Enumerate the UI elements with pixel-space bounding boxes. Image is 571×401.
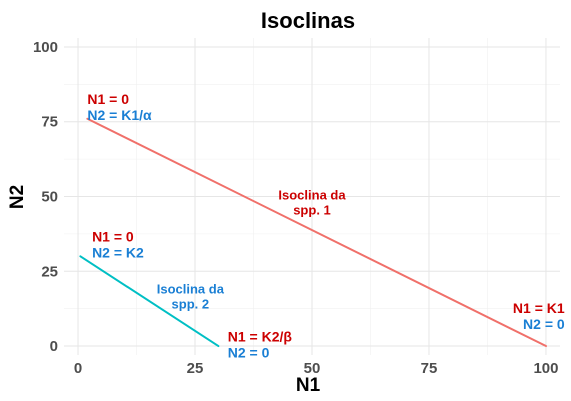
- annotation-label: N2 = K1/α: [87, 107, 152, 123]
- annotation-label: N2 = 0: [523, 316, 565, 332]
- y-tick-label: 0: [50, 338, 58, 355]
- annotation-label: N1 = K1: [513, 300, 565, 316]
- annotation-label: spp. 1: [293, 202, 331, 217]
- x-tick-label: 50: [304, 360, 321, 377]
- isocline-line-1: [86, 117, 547, 348]
- annotation-label: N1 = 0: [87, 91, 129, 107]
- chart-title: Isoclinas: [261, 8, 355, 33]
- isocline-line-2: [79, 255, 220, 348]
- annotation-label: Isoclina da: [157, 282, 225, 297]
- annotation-label: Isoclina da: [278, 187, 346, 202]
- y-axis-title: N2: [7, 185, 28, 209]
- y-tick-label: 75: [41, 114, 58, 131]
- annotation-label: N1 = K2/β: [228, 329, 293, 345]
- x-axis-title: N1: [296, 375, 321, 396]
- y-tick-label: 100: [33, 39, 58, 56]
- series-lines: [79, 117, 547, 348]
- annotation-label: N1 = 0: [92, 228, 134, 244]
- tick-labels: 0 25 50 75 100 0 25 50 75 100: [33, 39, 559, 377]
- annotation-label: N2 = 0: [228, 345, 270, 361]
- annotation-label: N2 = K2: [92, 244, 144, 260]
- annotation-label: spp. 2: [172, 297, 210, 312]
- y-tick-label: 50: [41, 189, 58, 206]
- x-tick-label: 75: [421, 360, 438, 377]
- x-tick-label: 100: [533, 360, 558, 377]
- grid-lines: [64, 38, 560, 355]
- y-tick-label: 25: [41, 263, 58, 280]
- x-tick-label: 0: [74, 360, 82, 377]
- x-tick-label: 25: [187, 360, 204, 377]
